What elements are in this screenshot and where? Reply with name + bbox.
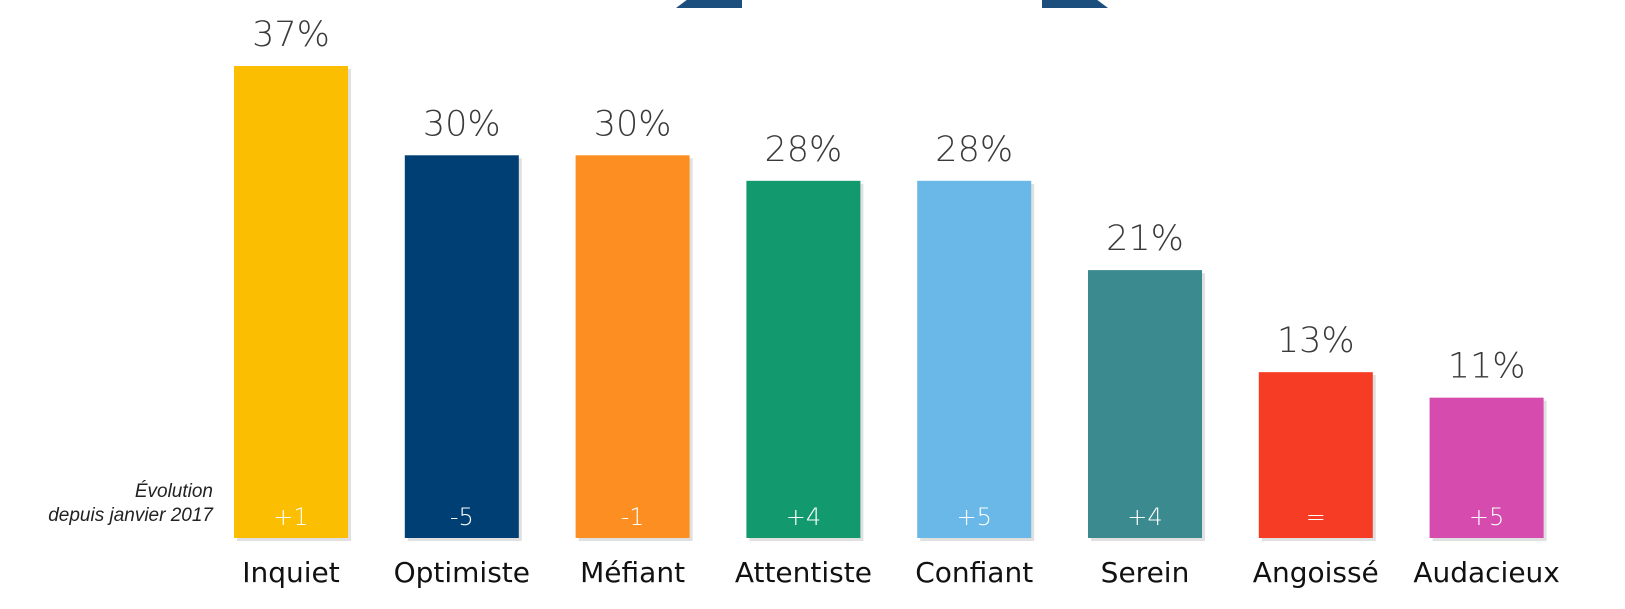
value-label: 21% bbox=[1106, 219, 1184, 259]
category-label: Confiant bbox=[915, 556, 1033, 589]
category-label: Angoissé bbox=[1253, 556, 1379, 589]
evolution-label: -1 bbox=[621, 503, 645, 531]
value-label: 28% bbox=[765, 130, 843, 170]
evolution-label: -5 bbox=[450, 503, 474, 531]
decor-shape-left bbox=[676, 0, 742, 8]
bar-audacieux bbox=[1429, 397, 1544, 538]
evolution-label: +5 bbox=[957, 503, 992, 531]
value-label: 28% bbox=[935, 130, 1013, 170]
evolution-label: = bbox=[1306, 503, 1326, 531]
evolution-label: +4 bbox=[1127, 503, 1162, 531]
evolution-note-line2: depuis janvier 2017 bbox=[48, 505, 213, 526]
evolution-note-line1: Évolution bbox=[134, 481, 213, 502]
bar-optimiste bbox=[404, 155, 519, 538]
value-label: 30% bbox=[594, 104, 672, 144]
evolution-label: +5 bbox=[1469, 503, 1504, 531]
value-label: 30% bbox=[423, 104, 501, 144]
bar-angoissé bbox=[1258, 372, 1373, 538]
bar-confiant bbox=[917, 180, 1032, 539]
decor-shape-right bbox=[1042, 0, 1108, 8]
category-label: Optimiste bbox=[394, 556, 530, 589]
evolution-note: Évolution depuis janvier 2017 bbox=[0, 480, 213, 528]
bar-méfiant bbox=[575, 155, 690, 538]
category-label: Attentiste bbox=[735, 556, 872, 589]
bar-serein bbox=[1088, 270, 1202, 538]
category-label: Méfiant bbox=[580, 556, 685, 589]
bar-inquiet bbox=[234, 66, 348, 538]
evolution-label: +4 bbox=[786, 503, 821, 531]
category-label: Audacieux bbox=[1413, 556, 1560, 589]
labels-group: 37% +1 Inquiet 30% -5 Optimiste 30% -1 Méfiant 28… bbox=[242, 15, 1560, 589]
category-label: Inquiet bbox=[242, 556, 340, 589]
value-label: 13% bbox=[1277, 321, 1355, 361]
bar-attentiste bbox=[746, 180, 861, 539]
value-label: 37% bbox=[252, 15, 330, 55]
category-label: Serein bbox=[1101, 556, 1190, 589]
value-label: 11% bbox=[1448, 347, 1526, 387]
evolution-label: +1 bbox=[273, 503, 308, 531]
bars-group bbox=[234, 66, 1547, 542]
header-decoration bbox=[676, 0, 1108, 8]
